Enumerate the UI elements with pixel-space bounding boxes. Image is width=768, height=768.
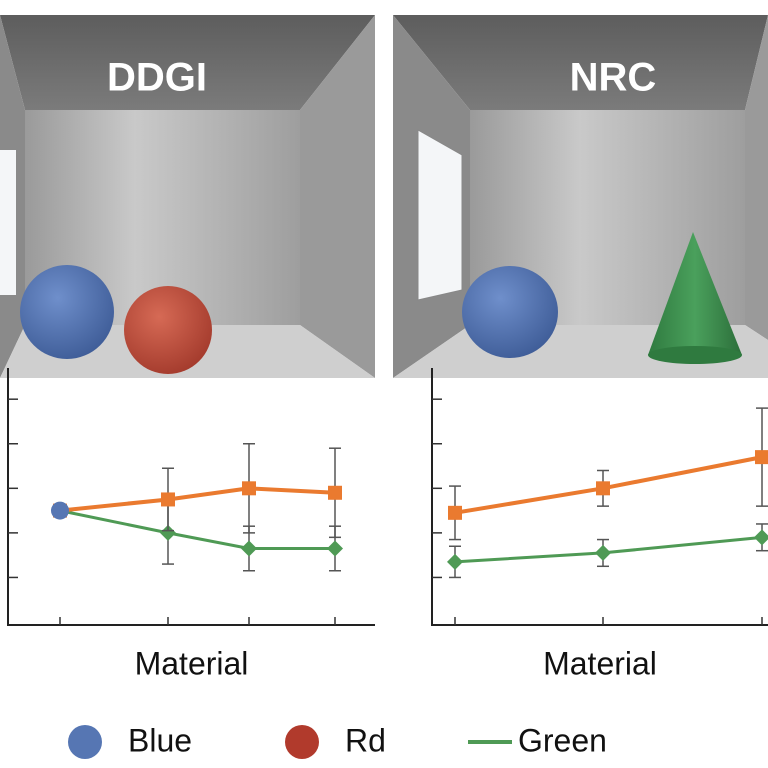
- chart-title: DDGI: [107, 56, 207, 100]
- x-axis-label: Material: [543, 645, 657, 681]
- point: [448, 505, 462, 520]
- legend-label: Green: [518, 722, 607, 758]
- legend-label: Blue: [128, 722, 192, 758]
- point: [754, 529, 768, 546]
- point: [447, 553, 463, 570]
- series-line: [59, 486, 336, 513]
- point: [241, 540, 257, 557]
- point: [327, 540, 343, 557]
- legend-marker: [285, 725, 319, 759]
- x-axis-label: Material: [135, 645, 249, 681]
- point: [595, 544, 611, 561]
- point: [755, 450, 768, 465]
- chart-title: NRC: [570, 56, 657, 100]
- point: [161, 492, 175, 507]
- scene-ddgi: [0, 15, 375, 378]
- scene-nrc: [393, 15, 768, 378]
- point: [242, 481, 256, 496]
- legend-label: Rd: [345, 722, 386, 758]
- series-line: [59, 509, 335, 550]
- point: [160, 524, 176, 541]
- point: [596, 481, 610, 496]
- point: [328, 485, 342, 500]
- legend-marker: [68, 725, 102, 759]
- point: [51, 501, 69, 520]
- gutter: [375, 0, 393, 768]
